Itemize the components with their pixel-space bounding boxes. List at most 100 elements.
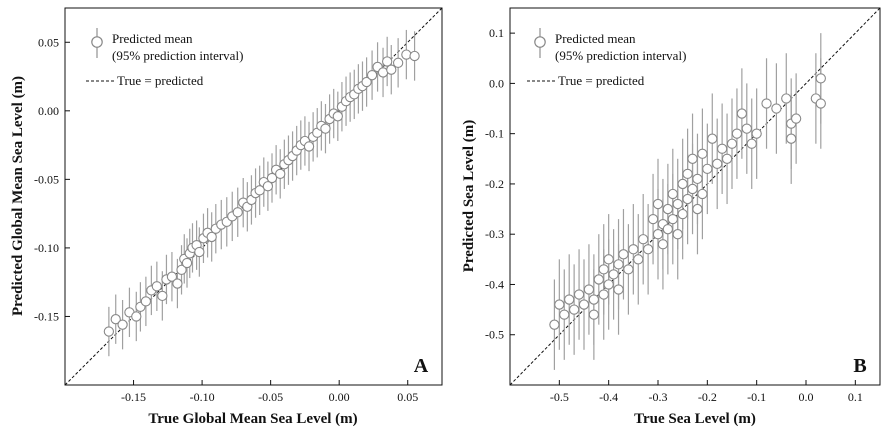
panel-a-data-point [303,141,315,152]
panel-a-data-point [131,311,142,322]
panel-a-data-point [266,172,278,184]
panel-a-data-point [382,56,393,67]
panel-a-data-point [181,257,193,269]
panel-b-data-point [741,123,752,134]
panel-b-data-point [672,198,683,210]
panel-b-data-point [721,153,733,164]
panel-b-data-point [761,98,772,109]
panel-b-x-tick-label: 0.0 [799,390,814,404]
panel-a-x-tick-label: 0.05 [397,390,418,404]
panel-b-x-tick-label: -0.4 [599,390,618,404]
panel-b-data-point [692,173,703,185]
panel-b-data-point [657,239,669,250]
panel-b-data-point [578,299,590,310]
panel-a-data-point [392,57,404,68]
panel-b-data-point [682,168,693,180]
panel-b-data-point [790,113,802,124]
panel-b-data-point [588,309,600,320]
panel-a-x-tick-label: -0.10 [190,390,215,404]
panel-b-data-point [652,229,664,240]
panel-b-data-point [568,304,580,315]
panel-b-y-tick-label: -0.5 [485,328,504,342]
panel-b: -0.5 -0.4 -0.3 -0.2 -0.1 0.0 0.1 -0.5 -0.4 -0.3 -… [461,7,881,427]
panel-b-legend: Predicted mean (95% prediction interval)… [527,28,686,88]
panel-b-data-point [697,188,708,200]
panel-b-data-point [707,133,718,144]
panel-b-data-point [628,244,639,255]
panel-b-data-point [682,193,693,205]
panel-b-data-point [662,224,674,235]
panel-a-data-point [409,50,420,62]
panel-a-data-point [320,123,331,134]
panel-b-data-point [702,163,713,175]
panel-b-data-point [618,249,629,260]
panel-a-y-tick-label: -0.10 [34,241,59,255]
panel-a-data-point [386,64,397,75]
panel-a-data-point [275,168,286,180]
panel-b-data-point [672,229,683,240]
panel-b-data-point [726,138,738,149]
panel-b-y-tick-label: -0.4 [485,277,504,291]
panel-b-data-point [554,299,565,310]
panel-b-y-tick-label: 0.0 [489,76,504,90]
panel-b-data-point [662,203,674,215]
panel-b-data-point [731,128,743,139]
panel-b-data-point [588,294,600,305]
panel-a-data-point [110,314,121,325]
panel-b-data-point [573,289,585,300]
panel-b-x-tick-label: 0.1 [848,390,863,404]
panel-b-data-point [613,259,624,270]
panel-b-data-point [781,93,792,104]
panel-b-data-point [598,264,609,275]
panel-b-data-point [559,309,570,320]
panel-b-data-point [687,153,698,164]
panel-b-data-point [667,188,678,200]
panel-b-legend-marker-icon [534,36,546,48]
panel-b-data-point [603,279,614,290]
panel-a-legend: Predicted mean (95% prediction interval)… [86,28,243,88]
panel-b-data-point [593,274,604,285]
panel-a-data-point [140,296,152,307]
panel-b-y-tick-label: -0.1 [485,127,504,141]
panel-b-data-point [692,203,703,215]
panel-a-y-axis-label: Predicted Global Mean Sea Level (m) [10,76,26,316]
panel-a-data-point [117,319,128,330]
panel-b-data-point [677,178,688,190]
panel-a-legend-marker-icon [91,36,103,48]
panel-a-y-tick-label: 0.00 [38,104,59,118]
panel-b-plot-frame [509,7,881,386]
panel-b-data-point [583,284,595,295]
panel-a-data-point [332,111,343,122]
panel-b-data-point [716,143,728,154]
panel-b-data-point [633,254,644,265]
panel-b-data-point [815,73,826,84]
panel-b-data-point [652,198,664,210]
panel-b-y-tick-label: -0.3 [485,227,504,241]
panel-b-data-point [746,138,757,149]
panel-b-data-point [712,158,723,169]
panel-a-legend-mean: Predicted mean [112,31,193,46]
panel-b-data-point [647,213,659,225]
panel-b-data-point [677,208,688,220]
panel-a: -0.15 -0.10 -0.05 0.00 0.05 -0.15 -0.10 -0.05 0… [10,7,443,427]
panel-b-reference-line [509,7,881,386]
panel-b-legend-ref: True = predicted [558,73,645,88]
panel-a-data-point [206,231,217,243]
panel-a-data-point [361,76,372,88]
panel-b-data-point [697,148,708,159]
panel-a-data-point [232,207,243,218]
panel-b-data-point [687,183,698,195]
panel-b-data-point [751,128,762,139]
panel-b-data-point [642,244,654,255]
panel-a-y-tick-label: -0.15 [34,309,59,323]
panel-a-x-axis-label: True Global Mean Sea Level (m) [148,411,357,427]
panel-b-y-tick-label: 0.1 [489,26,504,40]
panel-a-x-tick-label: -0.15 [121,390,146,404]
panel-a-data-point [172,278,183,289]
panel-b-data-point [603,254,614,265]
panel-a-legend-interval: (95% prediction interval) [112,48,243,63]
panel-b-data-point [736,108,748,119]
panel-a-x-tick-label: -0.05 [258,390,283,404]
panel-b-data-point [623,264,634,275]
